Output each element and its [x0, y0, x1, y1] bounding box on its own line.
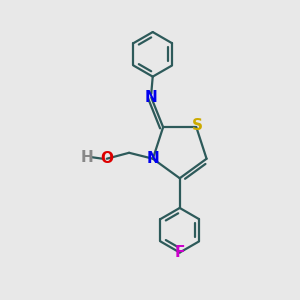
Text: H: H	[81, 150, 94, 165]
Text: O: O	[100, 151, 113, 166]
Text: N: N	[145, 90, 158, 105]
Text: F: F	[175, 245, 185, 260]
Text: N: N	[146, 151, 159, 166]
Text: S: S	[192, 118, 203, 133]
